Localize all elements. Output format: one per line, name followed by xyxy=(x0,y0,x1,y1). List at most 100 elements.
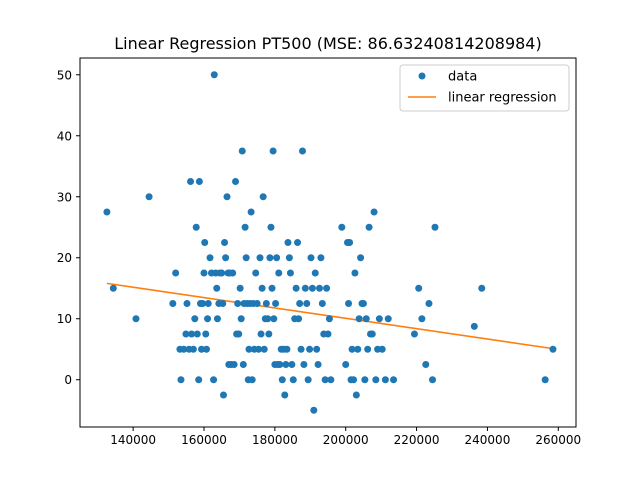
data-point xyxy=(354,345,362,353)
data-point xyxy=(237,315,245,323)
legend-regression-label: linear regression xyxy=(448,91,557,106)
data-point xyxy=(355,315,363,323)
data-point xyxy=(177,376,185,384)
y-tick-label: 30 xyxy=(57,190,72,204)
data-point xyxy=(232,178,240,186)
data-point xyxy=(275,269,283,277)
y-tick-label: 40 xyxy=(57,129,72,143)
data-point xyxy=(260,345,268,353)
data-point xyxy=(267,223,275,231)
plot-frame xyxy=(79,57,577,428)
data-point xyxy=(230,360,238,368)
data-point xyxy=(210,71,218,79)
data-point xyxy=(362,315,370,323)
data-point xyxy=(247,208,255,216)
data-point xyxy=(109,284,117,292)
data-point xyxy=(390,376,398,384)
data-point xyxy=(308,284,316,292)
data-point xyxy=(200,269,208,277)
data-point xyxy=(258,284,266,292)
data-point xyxy=(270,315,278,323)
data-point xyxy=(541,376,549,384)
data-point xyxy=(415,284,423,292)
data-point xyxy=(282,360,290,368)
data-point xyxy=(549,345,557,353)
data-point xyxy=(295,315,303,323)
data-point xyxy=(422,360,430,368)
data-point xyxy=(418,315,426,323)
data-point xyxy=(204,315,212,323)
data-point xyxy=(218,269,226,277)
data-point xyxy=(219,391,227,399)
data-point xyxy=(264,315,272,323)
data-point xyxy=(303,299,311,307)
data-point xyxy=(204,299,212,307)
data-point xyxy=(300,360,308,368)
data-point xyxy=(206,254,214,262)
data-point xyxy=(364,345,372,353)
y-axis: 0 10 20 30 40 50 xyxy=(57,68,80,387)
data-point xyxy=(213,284,221,292)
y-tick-label: 20 xyxy=(57,251,72,265)
data-point xyxy=(257,330,265,338)
data-point xyxy=(259,193,267,201)
data-point xyxy=(284,239,292,246)
data-point xyxy=(283,345,291,353)
data-point xyxy=(321,376,329,384)
x-tick-label: 160000 xyxy=(181,433,227,447)
data-point xyxy=(346,239,354,246)
data-point xyxy=(348,345,356,353)
x-tick-label: 220000 xyxy=(394,433,440,447)
data-point xyxy=(323,284,331,292)
x-tick-label: 260000 xyxy=(535,433,581,447)
data-point xyxy=(213,315,221,323)
data-point xyxy=(239,360,247,368)
data-point xyxy=(361,376,369,384)
data-point xyxy=(235,330,243,338)
data-point xyxy=(193,330,201,338)
data-point xyxy=(286,269,294,277)
data-point xyxy=(350,376,358,384)
data-point xyxy=(478,284,486,292)
data-point xyxy=(297,345,305,353)
data-point xyxy=(372,376,380,384)
data-point xyxy=(188,330,196,338)
data-point xyxy=(327,376,335,384)
data-point xyxy=(296,299,304,307)
data-point xyxy=(180,345,188,353)
data-point xyxy=(238,147,246,155)
data-point xyxy=(269,147,277,155)
data-point xyxy=(315,284,323,292)
data-point xyxy=(304,376,312,384)
data-point xyxy=(221,239,229,246)
data-point xyxy=(278,376,286,384)
data-point xyxy=(381,376,389,384)
data-point xyxy=(195,376,203,384)
data-point xyxy=(236,284,244,292)
data-point xyxy=(189,345,197,353)
data-point xyxy=(191,315,199,323)
data-point xyxy=(410,330,418,338)
data-point xyxy=(375,315,383,323)
data-point xyxy=(307,254,315,262)
data-point xyxy=(311,269,319,277)
data-point xyxy=(201,239,209,246)
y-tick-label: 10 xyxy=(57,312,72,326)
data-point xyxy=(368,330,376,338)
data-point xyxy=(266,254,274,262)
data-point xyxy=(351,269,359,277)
data-point xyxy=(314,360,322,368)
data-point xyxy=(338,223,346,231)
data-point xyxy=(370,208,378,216)
legend: data linear regression xyxy=(399,64,570,112)
data-point xyxy=(245,345,253,353)
data-point xyxy=(248,376,256,384)
data-point xyxy=(429,376,437,384)
data-point xyxy=(276,360,284,368)
data-point xyxy=(281,391,289,399)
data-point xyxy=(182,330,190,338)
data-point xyxy=(285,254,293,262)
data-point xyxy=(294,239,302,246)
